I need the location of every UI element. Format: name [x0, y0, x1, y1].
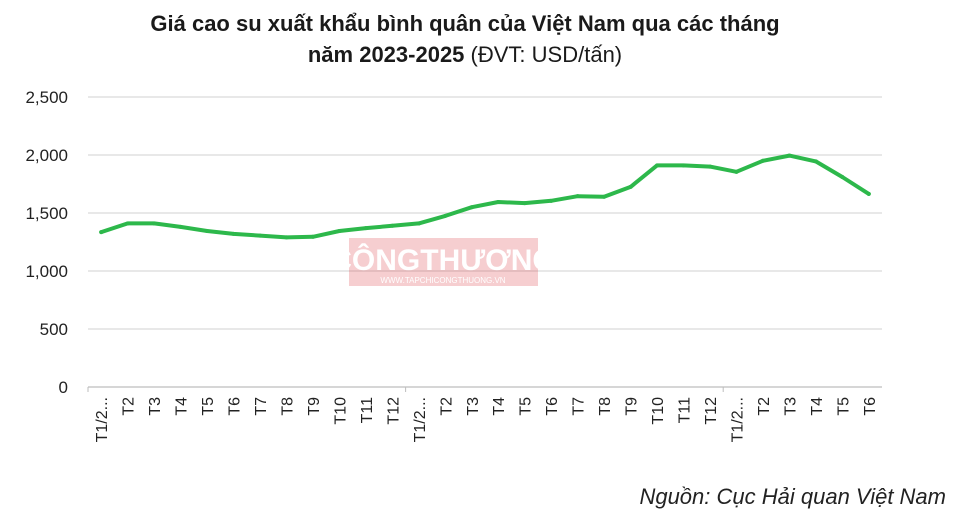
- data-point: [231, 231, 236, 236]
- data-point: [416, 221, 421, 226]
- x-tick-label: T4: [809, 397, 826, 416]
- x-tick-label: T8: [280, 397, 297, 416]
- x-tick-label: T3: [782, 397, 799, 416]
- watermark: CÔNGTHƯƠNG WWW.TAPCHICONGTHUONG.VN: [330, 238, 556, 286]
- x-tick-label: T2: [438, 397, 455, 416]
- y-tick-label: 1,000: [25, 262, 68, 281]
- series-layer: [99, 153, 871, 240]
- data-point: [522, 201, 527, 206]
- x-tick-label: T5: [835, 397, 852, 416]
- x-tick-label: T4: [491, 397, 508, 416]
- x-tick-label: T10: [650, 397, 667, 425]
- chart-title: Giá cao su xuất khẩu bình quân của Việt …: [0, 8, 930, 70]
- x-tick-label: T8: [597, 397, 614, 416]
- x-tick-label: T6: [544, 397, 561, 416]
- chart-title-line2: năm 2023-2025: [307, 42, 465, 67]
- chart-unit: (ĐVT: USD/tấn): [470, 42, 623, 67]
- x-tick-label: T2: [121, 397, 138, 416]
- y-tick-label: 2,000: [25, 146, 68, 165]
- data-point: [549, 198, 554, 203]
- y-tick-label: 2,500: [25, 88, 68, 107]
- data-point: [787, 153, 792, 158]
- data-point: [760, 158, 765, 163]
- x-tick-label: T9: [306, 397, 323, 416]
- watermark-logo: CÔNGTHƯƠNG: [330, 243, 555, 277]
- data-point: [813, 159, 818, 164]
- x-tick-label: T1/2...: [94, 397, 111, 442]
- data-point: [363, 226, 368, 231]
- x-tick-label: T2: [756, 397, 773, 416]
- x-tick-label: T3: [465, 397, 482, 416]
- data-point: [125, 221, 130, 226]
- grid: [88, 96, 882, 388]
- x-tick-label: T10: [332, 397, 349, 425]
- data-point: [178, 224, 183, 229]
- data-point: [575, 194, 580, 199]
- y-tick-label: 0: [59, 378, 68, 397]
- data-point: [628, 184, 633, 189]
- data-point: [734, 169, 739, 174]
- chart-title-line1: Giá cao su xuất khẩu bình quân của Việt …: [150, 11, 780, 36]
- y-tick-label: 1,500: [25, 204, 68, 223]
- series-line: [99, 153, 871, 240]
- x-tick-label: T1/2...: [412, 397, 429, 442]
- watermark-url: WWW.TAPCHICONGTHUONG.VN: [380, 276, 505, 285]
- data-point: [337, 228, 342, 233]
- data-point: [258, 233, 263, 238]
- y-tick-label: 500: [40, 320, 68, 339]
- data-point: [655, 163, 660, 168]
- data-point: [707, 164, 712, 169]
- data-point: [284, 235, 289, 240]
- x-tick-label: T11: [677, 397, 694, 423]
- data-point: [840, 175, 845, 180]
- data-point: [496, 199, 501, 204]
- data-point: [469, 205, 474, 210]
- x-tick-label: T7: [253, 397, 270, 416]
- x-tick-label: T12: [703, 397, 720, 425]
- x-tick-label: T4: [174, 397, 191, 416]
- x-tick-label: T3: [147, 397, 164, 416]
- x-axis: T1/2... T2 T3 T4 T5 T6 T7 T8 T9 T10 T11 T12 T1/2... T…: [87, 387, 879, 442]
- x-tick-label: T6: [862, 397, 879, 416]
- x-tick-label: T1/2...: [729, 397, 746, 442]
- x-tick-label: T9: [624, 397, 641, 416]
- data-point: [443, 213, 448, 218]
- source-note: Nguồn: Cục Hải quan Việt Nam: [639, 484, 946, 509]
- data-point: [866, 191, 871, 196]
- data-point: [602, 194, 607, 199]
- x-tick-label: T5: [518, 397, 535, 416]
- data-point: [681, 163, 686, 168]
- data-point: [99, 230, 104, 235]
- x-tick-label: T5: [200, 397, 217, 416]
- x-tick-label: T6: [227, 397, 244, 416]
- data-point: [152, 221, 157, 226]
- x-tick-label: T12: [385, 397, 402, 425]
- data-point: [205, 228, 210, 233]
- y-axis: 0 500 1,000 1,500 2,000 2,500: [25, 88, 68, 397]
- data-point: [390, 223, 395, 228]
- data-point: [310, 234, 315, 239]
- x-tick-label: T11: [359, 397, 376, 423]
- x-tick-label: T7: [571, 397, 588, 416]
